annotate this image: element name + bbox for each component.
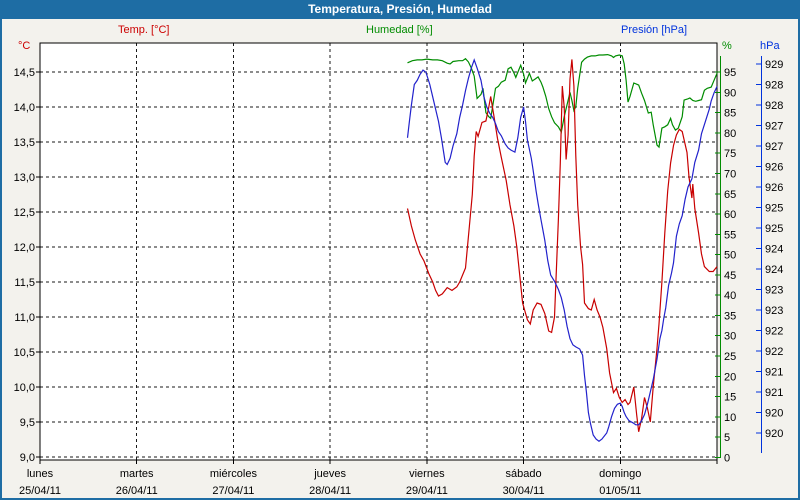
x-axis-day-date: 28/04/11 [309,485,351,497]
plot-border [39,42,718,461]
pressure-axis-tick-label: 925 [765,203,783,215]
pressure-axis-tick-label: 928 [765,100,783,112]
x-axis-day-date: 26/04/11 [116,485,158,497]
humidity-axis-tick-label: 15 [724,392,736,404]
temp-axis-tick-label: 12,5 [14,207,35,219]
series-humidity-line [407,53,718,149]
pressure-axis-tick-label: 928 [765,80,783,92]
x-axis-day-date: 01/05/11 [599,485,641,497]
humidity-axis-tick-label: 20 [724,371,736,383]
temp-axis-tick-label: 13,5 [14,137,35,149]
humidity-axis-tick-label: 45 [724,270,736,282]
humidity-axis-tick-label: 65 [724,189,736,201]
temp-axis-tick-label: 13,0 [14,172,35,184]
humidity-axis-tick-label: 55 [724,229,736,241]
window-titlebar: Temperatura, Presión, Humedad [0,0,800,19]
pressure-axis-tick-label: 924 [765,244,783,256]
pressure-axis-tick-label: 920 [765,408,783,420]
humidity-axis-tick-label: 90 [724,87,736,99]
temp-axis-tick-label: 14,0 [14,102,35,114]
pressure-axis-tick-label: 920 [765,428,783,440]
pressure-axis-tick-label: 922 [765,346,783,358]
humidity-axis-tick-label: 10 [724,412,736,424]
temp-axis-tick-label: 9,5 [20,417,35,429]
pressure-axis-unit-label: hPa [760,40,780,52]
x-axis-day-name: martes [120,468,154,480]
x-axis-day-date: 27/04/11 [212,485,254,497]
humidity-axis-tick-label: 95 [724,67,736,79]
humidity-axis-tick-label: 0 [724,452,730,464]
legend-humidity: Humedad [%] [366,24,433,36]
pressure-axis-tick-label: 927 [765,121,783,133]
humidity-axis-tick-label: 70 [724,168,736,180]
x-axis-day-name: jueves [313,468,346,480]
temp-axis-unit-label: °C [18,40,31,52]
temp-axis-tick-label: 14,5 [14,67,35,79]
x-axis-day-name: miércoles [210,468,258,480]
x-axis-day-name: lunes [27,468,54,480]
temp-axis-tick-label: 9,0 [20,452,35,464]
temp-axis-tick-label: 11,0 [14,312,35,324]
x-axis-day-date: 30/04/11 [503,485,545,497]
temp-axis-tick-label: 10,5 [14,347,35,359]
pressure-axis-tick-label: 924 [765,264,783,276]
pressure-axis-tick-label: 922 [765,326,783,338]
x-axis-day-date: 25/04/11 [19,485,61,497]
pressure-axis-tick-label: 925 [765,223,783,235]
plot-area [40,43,717,460]
pressure-axis-tick-label: 929 [765,59,783,71]
x-axis-day-name: sábado [506,468,542,480]
temp-axis-tick-label: 10,0 [14,382,35,394]
pressure-axis-tick-label: 926 [765,182,783,194]
humidity-axis-tick-label: 5 [724,432,730,444]
humidity-axis-tick-label: 25 [724,351,736,363]
x-axis-day-date: 29/04/11 [406,485,448,497]
humidity-axis-tick-label: 35 [724,310,736,322]
temp-axis-tick-label: 12,0 [14,242,35,254]
humidity-axis-tick-label: 85 [724,108,736,120]
pressure-axis-tick-label: 921 [765,387,783,399]
series-temperature-line [406,59,718,432]
humidity-axis-tick-label: 80 [724,128,736,140]
humidity-axis-tick-label: 75 [724,148,736,160]
pressure-axis-tick-label: 923 [765,305,783,317]
pressure-axis-tick-label: 921 [765,367,783,379]
humidity-axis-tick-label: 60 [724,209,736,221]
pressure-axis-tick-label: 927 [765,141,783,153]
legend-pressure: Presión [hPa] [621,24,688,36]
x-axis-day-name: domingo [599,468,641,480]
series-pressure-line [406,58,718,442]
legend-temperature: Temp. [°C] [118,24,170,36]
x-axis-day-name: viernes [409,468,445,480]
humidity-axis-tick-label: 50 [724,250,736,262]
humidity-axis-unit-label: % [722,40,732,52]
window-title: Temperatura, Presión, Humedad [308,2,492,16]
humidity-axis-tick-label: 40 [724,290,736,302]
humidity-axis-tick-label: 30 [724,331,736,343]
pressure-axis-tick-label: 923 [765,285,783,297]
pressure-axis-tick-label: 926 [765,162,783,174]
temp-axis-tick-label: 11,5 [14,277,35,289]
